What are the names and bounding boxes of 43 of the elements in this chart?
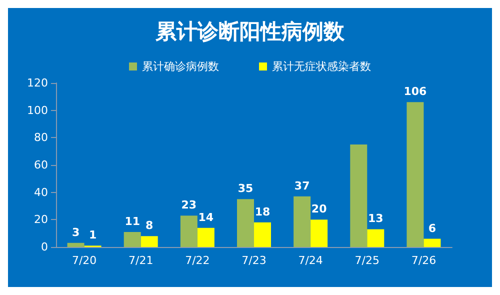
data-label: 37 bbox=[294, 179, 310, 192]
y-tick-label: 120 bbox=[27, 76, 48, 90]
bar bbox=[237, 199, 254, 247]
bar bbox=[424, 238, 441, 247]
data-label: 13 bbox=[368, 212, 384, 226]
y-tick-label: 80 bbox=[34, 131, 48, 144]
legend-label: 累计确诊病例数 bbox=[142, 60, 219, 73]
data-label: 3 bbox=[72, 226, 80, 239]
data-label: 1 bbox=[88, 228, 97, 242]
bar bbox=[124, 232, 141, 247]
data-label: 20 bbox=[311, 202, 328, 216]
data-label: 23 bbox=[181, 198, 197, 212]
bar bbox=[180, 216, 198, 247]
bar bbox=[350, 144, 368, 247]
data-label: 6 bbox=[428, 222, 436, 235]
x-tick-label: 7/21 bbox=[128, 254, 154, 267]
y-tick-label: 40 bbox=[34, 186, 48, 199]
x-tick-label: 7/25 bbox=[354, 254, 380, 267]
y-tick-label: 100 bbox=[27, 104, 48, 117]
y-tick-label: 20 bbox=[34, 213, 48, 226]
data-label: 18 bbox=[254, 205, 270, 218]
x-tick-label: 7/22 bbox=[185, 254, 210, 267]
data-label: 35 bbox=[238, 182, 254, 196]
y-tick-label: 0 bbox=[41, 240, 48, 254]
data-label: 14 bbox=[198, 210, 214, 224]
y-tick-label: 60 bbox=[34, 158, 48, 172]
x-tick-label: 7/26 bbox=[411, 254, 436, 267]
bar bbox=[367, 229, 384, 247]
data-label: 11 bbox=[124, 214, 140, 228]
bar bbox=[140, 236, 158, 247]
x-tick-label: 7/20 bbox=[72, 254, 97, 267]
data-label: 8 bbox=[146, 219, 154, 232]
chart-title: 累计诊断阳性病例数 bbox=[154, 20, 346, 44]
legend-label: 累计无症状感染者数 bbox=[272, 60, 371, 73]
bar bbox=[254, 222, 271, 247]
bar bbox=[294, 196, 311, 247]
bar bbox=[310, 220, 328, 247]
bar bbox=[406, 102, 424, 247]
x-tick-label: 7/23 bbox=[242, 254, 266, 267]
bar bbox=[197, 228, 214, 247]
x-tick-label: 7/24 bbox=[298, 254, 323, 267]
bar bbox=[67, 242, 84, 247]
data-label: 106 bbox=[404, 85, 428, 98]
